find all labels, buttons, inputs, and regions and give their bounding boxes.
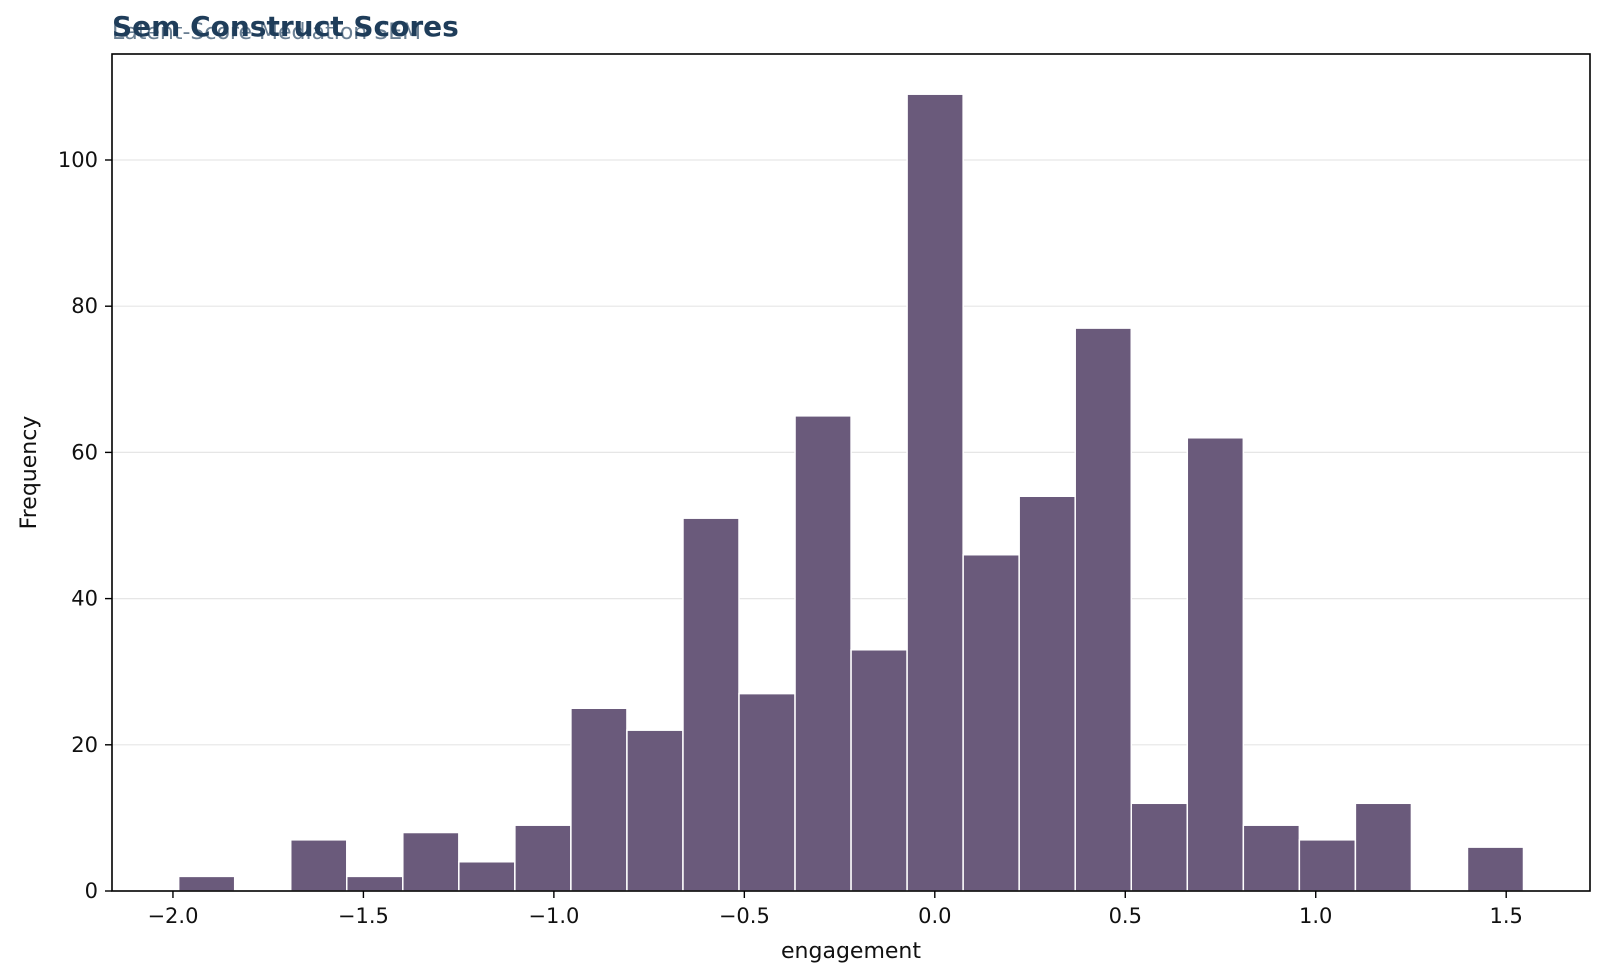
histogram-bar — [514, 824, 572, 892]
y-axis-ticks: 0 20 40 60 80 100 — [58, 148, 112, 903]
histogram-bar — [906, 93, 964, 892]
x-tick-label: 0.0 — [918, 904, 951, 928]
y-tick-label: 20 — [71, 733, 98, 757]
y-axis-label: Frequency — [17, 416, 42, 530]
histogram-bars — [177, 93, 1525, 892]
histogram-bar — [1074, 327, 1132, 892]
histogram-bar — [962, 553, 1020, 892]
histogram-bar — [794, 415, 852, 892]
y-tick-label: 60 — [71, 440, 98, 464]
histogram-bar — [626, 729, 684, 892]
x-tick-label: −0.5 — [719, 904, 770, 928]
chart-title: Sem Construct Scores — [112, 10, 459, 43]
histogram-bar — [570, 707, 628, 892]
histogram-bar — [850, 649, 908, 892]
plot-area-frame — [111, 53, 1591, 892]
histogram-bar — [1298, 839, 1357, 892]
histogram-bar — [738, 692, 796, 892]
histogram-bar — [1186, 437, 1245, 892]
x-axis-label: engagement — [781, 939, 921, 964]
histogram-bar — [177, 875, 236, 892]
histogram-bar — [402, 831, 460, 892]
histogram-bar — [1018, 495, 1076, 892]
histogram-bar — [458, 861, 516, 892]
x-axis-ticks: −2.0 −1.5 −1.0 −0.5 0.0 0.5 1.0 1.5 — [147, 891, 1523, 928]
histogram-bar — [346, 875, 404, 892]
histogram-bar — [682, 517, 740, 892]
x-tick-label: −1.0 — [528, 904, 579, 928]
x-tick-label: −2.0 — [147, 904, 198, 928]
x-tick-label: 0.5 — [1109, 904, 1142, 928]
histogram-bar — [1130, 802, 1189, 892]
histogram-bar — [1354, 802, 1413, 892]
x-tick-label: −1.5 — [338, 904, 389, 928]
y-tick-label: 40 — [71, 587, 98, 611]
y-tick-label: 80 — [71, 294, 98, 318]
chart-subtitle: Latent-Score Mediation SEM — [112, 20, 422, 45]
y-tick-label: 100 — [58, 148, 98, 172]
x-tick-label: 1.0 — [1299, 904, 1332, 928]
histogram-bar — [289, 839, 348, 892]
x-tick-label: 1.5 — [1489, 904, 1522, 928]
y-tick-label: 0 — [85, 879, 98, 903]
histogram-bar — [1242, 824, 1301, 892]
histogram-bar — [1466, 846, 1525, 892]
